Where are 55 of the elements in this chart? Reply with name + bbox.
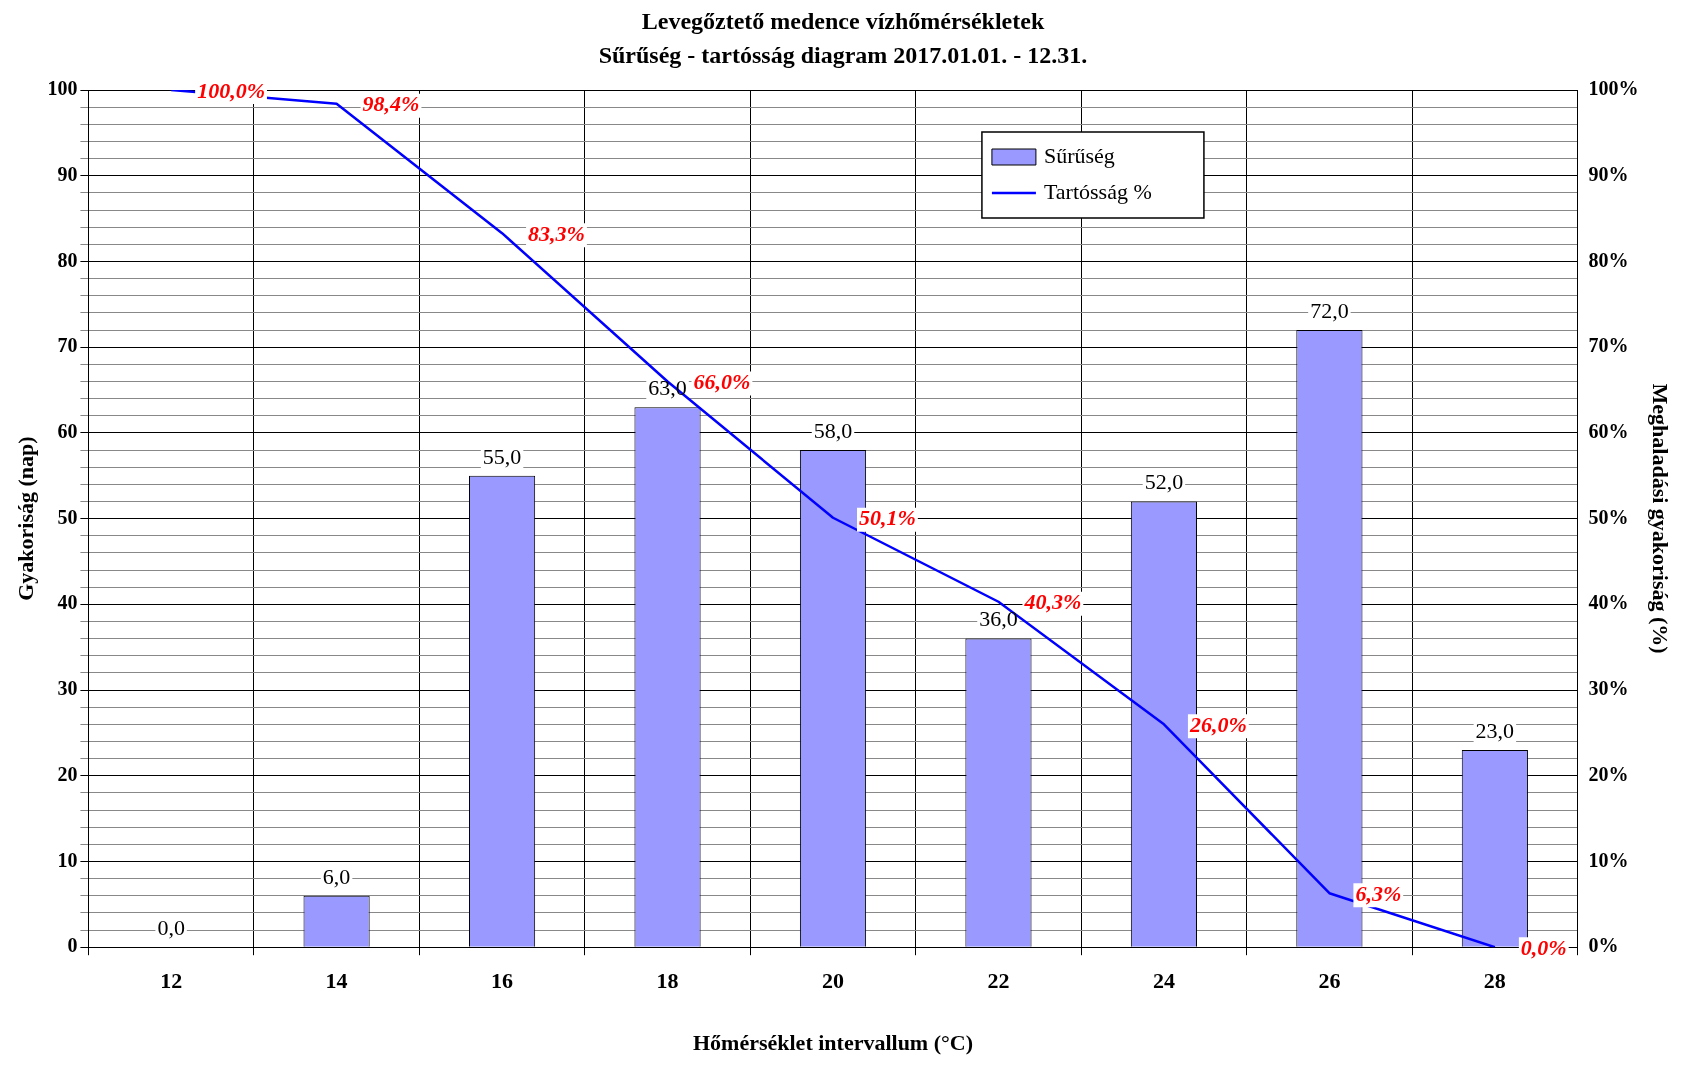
legend-label: Sűrűség — [1043, 142, 1115, 168]
data-label: 100,0% — [197, 77, 265, 103]
data-label: 0,0% — [1520, 934, 1567, 960]
data-label: 58,0 — [813, 417, 853, 443]
y2-tick-label: 0% — [1588, 934, 1619, 957]
data-label: 26,0% — [1188, 712, 1247, 738]
chart-subtitle: Sűrűség - tartósság diagram 2017.01.01. - 12.31. — [597, 41, 1089, 70]
legend-label: Tartósság % — [1043, 178, 1152, 204]
data-label: 72,0 — [1310, 297, 1349, 323]
y2-tick-label: 90% — [1588, 162, 1629, 185]
data-label: 6,3% — [1355, 880, 1402, 906]
y-tick-label: 20 — [57, 762, 78, 785]
y-axis-title: Gyakoriság (nap) — [12, 436, 38, 601]
data-label: 55,0 — [482, 443, 522, 469]
x-axis-title: Hőmérséklet intervallum (°C) — [692, 1030, 974, 1056]
data-label: 36,0 — [979, 606, 1018, 632]
y-tick-label: 50 — [57, 505, 78, 528]
data-label: 52,0 — [1144, 469, 1184, 495]
y2-tick-label: 70% — [1588, 334, 1629, 357]
x-tick-label: 20 — [822, 968, 844, 994]
data-label: 83,3% — [528, 220, 585, 246]
y2-tick-label: 80% — [1588, 248, 1629, 271]
y-tick-label: 10 — [57, 848, 78, 871]
x-tick-label: 16 — [491, 968, 514, 994]
data-label: 6,0 — [322, 863, 351, 889]
y2-tick-label: 30% — [1588, 677, 1629, 700]
data-label: 23,0 — [1475, 717, 1515, 743]
y2-tick-label: 40% — [1588, 591, 1629, 614]
x-tick-label: 12 — [160, 968, 183, 994]
y2-tick-label: 20% — [1588, 762, 1629, 785]
y2-tick-label: 100% — [1588, 77, 1639, 100]
y-tick-label: 0 — [67, 934, 78, 957]
y-tick-label: 100 — [47, 77, 78, 100]
y-tick-label: 60 — [57, 420, 78, 443]
data-label: 50,1% — [859, 505, 916, 531]
x-tick-label: 22 — [987, 968, 1010, 994]
y2-tick-label: 60% — [1588, 420, 1629, 443]
y2-tick-label: 50% — [1588, 505, 1629, 528]
y-tick-label: 40 — [57, 591, 78, 614]
chart-title: Levegőztető medence vízhőmérsékletek — [640, 7, 1046, 36]
y-tick-label: 80 — [57, 248, 78, 271]
data-label: 0,0 — [157, 914, 185, 940]
x-tick-label: 26 — [1318, 968, 1341, 994]
x-tick-label: 24 — [1152, 968, 1175, 994]
data-label: 40,3% — [1023, 589, 1082, 615]
x-tick-label: 18 — [656, 968, 679, 994]
y-tick-label: 90 — [57, 162, 78, 185]
y2-axis-title: Meghaladási gyakoriság (%) — [1648, 383, 1674, 654]
y-tick-label: 70 — [57, 334, 78, 357]
x-tick-label: 14 — [325, 968, 348, 994]
y-tick-label: 30 — [57, 677, 78, 700]
data-label: 98,4% — [362, 91, 420, 117]
data-label: 66,0% — [693, 369, 751, 395]
x-tick-label: 28 — [1483, 968, 1506, 994]
y2-tick-label: 10% — [1588, 848, 1629, 871]
